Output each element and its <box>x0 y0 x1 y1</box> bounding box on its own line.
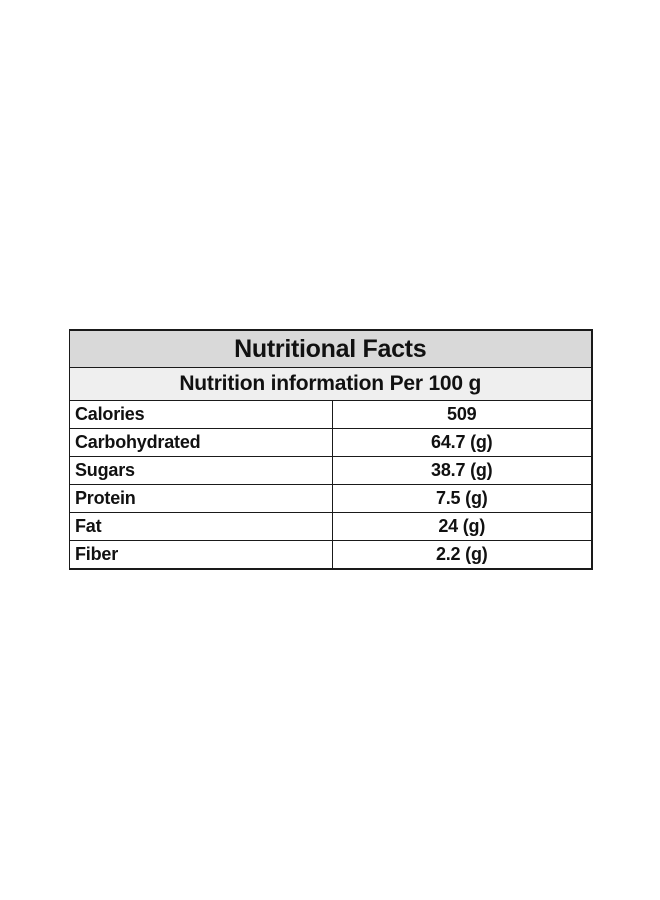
subtitle-row: Nutrition information Per 100 g <box>69 367 593 401</box>
table-row: Protein 7.5 (g) <box>69 484 593 513</box>
nutrient-amount: 24 (g) <box>332 512 593 541</box>
nutrient-amount: 2.2 (g) <box>332 540 593 570</box>
nutrient-amount: 64.7 (g) <box>332 428 593 457</box>
nutrient-name: Sugars <box>69 456 333 485</box>
nutrient-amount: 7.5 (g) <box>332 484 593 513</box>
table-row: Sugars 38.7 (g) <box>69 456 593 485</box>
table-subtitle: Nutrition information Per 100 g <box>69 367 593 401</box>
nutrient-name: Fiber <box>69 540 333 570</box>
nutrient-name: Fat <box>69 512 333 541</box>
table-title: Nutritional Facts <box>69 329 593 368</box>
table-row: Calories 509 <box>69 400 593 429</box>
table-row: Carbohydrated 64.7 (g) <box>69 428 593 457</box>
title-row: Nutritional Facts <box>69 329 593 368</box>
nutrient-amount: 38.7 (g) <box>332 456 593 485</box>
nutrition-facts-table: Nutritional Facts Nutrition information … <box>69 329 593 570</box>
table-row: Fiber 2.2 (g) <box>69 540 593 570</box>
nutrient-name: Carbohydrated <box>69 428 333 457</box>
table-row: Fat 24 (g) <box>69 512 593 541</box>
nutrient-amount: 509 <box>332 400 593 429</box>
nutrient-name: Protein <box>69 484 333 513</box>
nutrient-name: Calories <box>69 400 333 429</box>
